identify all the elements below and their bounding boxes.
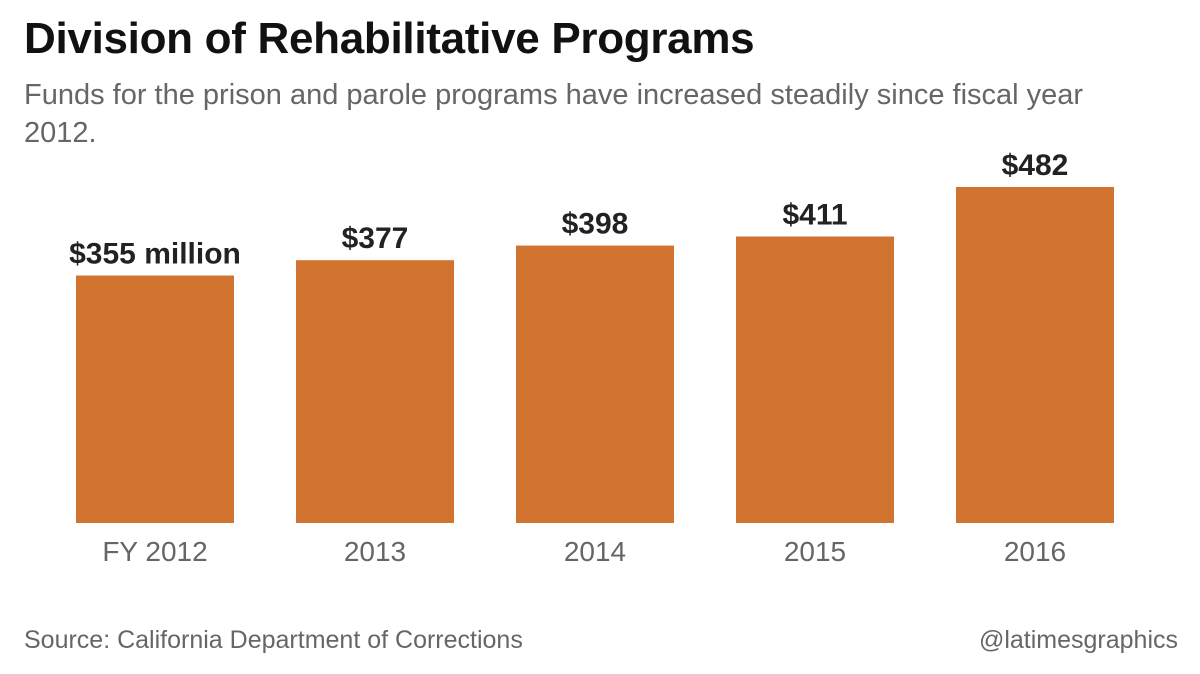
- value-label-4: $482: [1002, 149, 1069, 182]
- value-label-3: $411: [782, 198, 847, 231]
- chart-subtitle: Funds for the prison and parole programs…: [24, 79, 1084, 149]
- category-label-2: 2014: [564, 536, 626, 567]
- bar-3: [736, 236, 894, 523]
- bar-4: [956, 187, 1114, 523]
- bar-1: [296, 260, 454, 523]
- bar-2: [516, 245, 674, 523]
- value-label-0: $355 million: [69, 238, 241, 271]
- value-label-2: $398: [562, 208, 629, 241]
- source-note: Source: California Department of Correct…: [24, 626, 523, 654]
- category-label-4: 2016: [1004, 536, 1066, 567]
- category-label-3: 2015: [784, 536, 846, 567]
- credit-handle: @latimesgraphics: [978, 626, 1178, 654]
- category-label-1: 2013: [344, 536, 406, 567]
- category-label-0: FY 2012: [102, 536, 207, 567]
- value-label-1: $377: [342, 222, 409, 255]
- chart-title: Division of Rehabilitative Programs: [24, 14, 755, 63]
- bar-0: [76, 275, 234, 523]
